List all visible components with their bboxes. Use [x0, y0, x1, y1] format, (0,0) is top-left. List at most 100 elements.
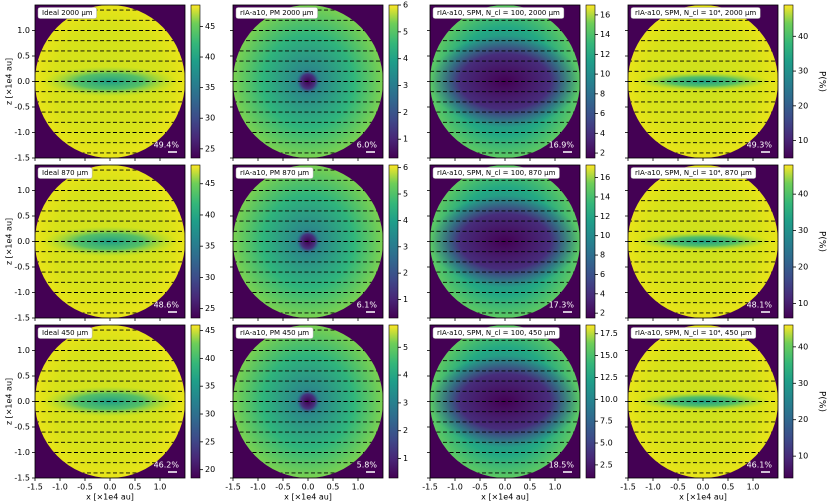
panel-label: rIA-a10, SPM, N_cl = 100, 2000 µm	[437, 9, 560, 17]
colorbar-tick-label: 35	[205, 83, 215, 92]
panel-label: Ideal 2000 µm	[42, 9, 93, 17]
mean-polarization: 5.8%	[357, 461, 378, 470]
y-tick-label: 0.0	[17, 397, 30, 406]
y-tick-label: 1.0	[17, 26, 30, 35]
panel-label: Ideal 450 µm	[42, 329, 88, 337]
panel-label: rIA-a10, SPM, N_cl = 10⁴, 2000 µm	[635, 9, 756, 17]
colorbar-tick-label: 5	[403, 343, 408, 352]
colorbar-label: P(%)	[817, 391, 827, 412]
panel-label-box	[432, 167, 560, 179]
panel-label-box	[235, 7, 318, 19]
colorbar-tick-label: 5.0	[600, 439, 613, 448]
mean-polarization: 17.3%	[549, 301, 575, 310]
x-axis-label: x [×1e4 au]	[284, 493, 332, 502]
colorbar-tick-label: 2.5	[600, 460, 613, 469]
colorbar	[190, 324, 201, 479]
colorbar-tick-label: 35	[205, 382, 215, 391]
mean-polarization: 46.2%	[154, 461, 180, 470]
x-tick-label: -0.5	[77, 483, 93, 492]
colorbar-tick-label: 5	[403, 27, 408, 36]
x-tick-label: 0.0	[697, 483, 710, 492]
y-tick-label: 0.5	[17, 212, 30, 221]
colorbar-tick-label: 2	[403, 108, 408, 117]
colorbar-tick-label: 1	[403, 295, 408, 304]
x-tick-label: -1.5	[422, 483, 438, 492]
colorbar-tick-label: 12	[600, 50, 610, 59]
y-tick-label: 0.0	[17, 77, 30, 86]
y-tick-label: 1.0	[17, 346, 30, 355]
y-tick-label: -1.5	[14, 474, 30, 483]
colorbar-tick-label: 2	[600, 149, 605, 158]
panel-label-box	[37, 7, 97, 19]
colorbar-tick-label: 25	[205, 144, 215, 153]
panel: -1.5 -1.0 -0.5 0.0 0.5 1.0 x [×1e4 au] rIA-a10,…	[422, 324, 618, 502]
panel: rIA-a10, SPM, N_cl = 10⁴, 870 µm 48.1% 10 2…	[625, 164, 827, 321]
panel-label-box	[235, 327, 314, 339]
y-tick-label: -1.5	[14, 314, 30, 323]
panel: -1.5 -1.0 -0.5 0.0 0.5 1.0 x [×1e4 au] rIA-a10,…	[225, 324, 408, 502]
colorbar-tick-label: 35	[205, 242, 215, 251]
x-tick-label: -1.0	[250, 483, 266, 492]
x-tick-label: -1.0	[447, 483, 463, 492]
y-axis-label: z [×1e4 au]	[5, 58, 14, 105]
colorbar-tick-label: 4	[403, 371, 408, 380]
colorbar-tick-label: 12.5	[600, 373, 618, 382]
panel-label-box	[630, 7, 761, 19]
colorbar-tick-label: 4	[403, 216, 408, 225]
colorbar-tick-label: 20	[205, 465, 215, 474]
mean-polarization: 49.3%	[747, 141, 773, 150]
mean-polarization: 16.9%	[549, 141, 575, 150]
panel-label: rIA-a10, SPM, N_cl = 100, 870 µm	[437, 169, 556, 177]
x-axis-label: x [×1e4 au]	[86, 493, 134, 502]
y-tick-label: -0.5	[14, 423, 30, 432]
y-tick-label: 0.5	[17, 52, 30, 61]
colorbar-tick-label: 40	[205, 354, 215, 363]
panel-label: rIA-a10, PM 2000 µm	[240, 9, 314, 17]
colorbar-tick-label: 10	[600, 231, 610, 240]
panel-label-box	[432, 7, 565, 19]
x-tick-label: -1.5	[225, 483, 241, 492]
panel-label-box	[432, 327, 560, 339]
colorbar-tick-label: 25	[205, 437, 215, 446]
panel-label: rIA-a10, SPM, N_cl = 10⁴, 450 µm	[635, 329, 752, 337]
panel-label-box	[37, 327, 93, 339]
colorbar-tick-label: 30	[205, 273, 215, 282]
y-tick-label: -1.0	[14, 448, 30, 457]
colorbar-tick-label: 10	[600, 70, 610, 79]
colorbar-tick-label: 10	[798, 299, 808, 308]
y-tick-label: -1.0	[14, 288, 30, 297]
y-tick-label: -1.0	[14, 128, 30, 137]
colorbar-tick-label: 1	[403, 135, 408, 144]
colorbar-tick-label: 40	[798, 32, 808, 41]
colorbar-tick-label: 10.0	[600, 395, 618, 404]
y-axis-label: z [×1e4 au]	[5, 378, 14, 425]
colorbar	[783, 164, 794, 319]
colorbar	[388, 164, 399, 319]
colorbar-tick-label: 1	[403, 454, 408, 463]
y-tick-label: -1.5	[14, 154, 30, 163]
colorbar-tick-label: 6	[600, 270, 605, 279]
colorbar-tick-label: 14	[600, 30, 610, 39]
x-tick-label: 0.0	[499, 483, 512, 492]
panel: rIA-a10, PM 870 µm 6.1% 1 2 3 4 5 6	[230, 163, 408, 321]
colorbar	[190, 4, 201, 159]
x-tick-label: 0.0	[104, 483, 117, 492]
panel-label: rIA-a10, PM 870 µm	[240, 169, 309, 177]
panel-label-box	[630, 327, 757, 339]
x-tick-label: 0.5	[722, 483, 735, 492]
y-tick-label: 0.5	[17, 372, 30, 381]
colorbar-tick-label: 16	[600, 10, 610, 19]
panel: rIA-a10, SPM, N_cl = 10⁴, 2000 µm 49.3% 10…	[625, 4, 827, 161]
colorbar-tick-label: 10	[798, 452, 808, 461]
colorbar-tick-label: 30	[798, 379, 808, 388]
x-tick-label: -1.0	[52, 483, 68, 492]
mean-polarization: 6.1%	[357, 301, 378, 310]
panel-label-box	[37, 167, 93, 179]
colorbar-tick-label: 8	[600, 251, 605, 260]
x-axis-label: x [×1e4 au]	[481, 493, 529, 502]
mean-polarization: 49.4%	[154, 141, 180, 150]
colorbar	[388, 324, 399, 479]
panel: rIA-a10, SPM, N_cl = 100, 870 µm 17.3% 2 4 6…	[427, 164, 610, 321]
colorbar-tick-label: 3	[403, 242, 408, 251]
